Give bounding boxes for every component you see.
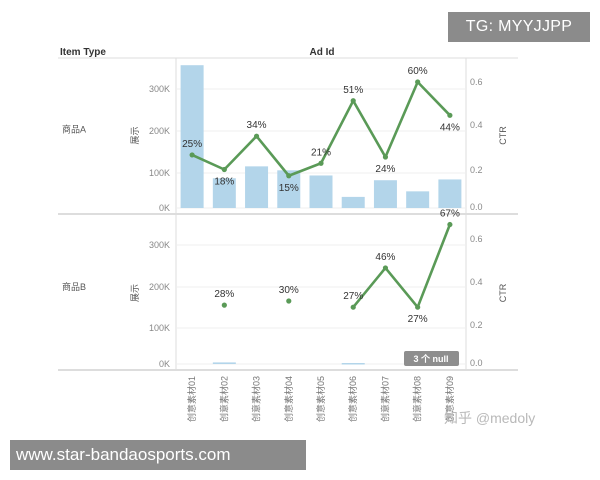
right-tick-label: 0.4 <box>470 120 483 130</box>
right-tick-label: 0.0 <box>470 202 483 212</box>
right-tick-label: 0.2 <box>470 320 483 330</box>
ctr-data-label: 27% <box>343 291 363 302</box>
ctr-data-label: 67% <box>440 209 460 220</box>
ctr-line-segment <box>255 134 291 178</box>
impression-bar <box>341 196 365 208</box>
ctr-line-segment <box>319 99 355 165</box>
ctr-point <box>447 112 453 118</box>
right-axis-title: CTR <box>498 283 508 302</box>
ctr-data-label: 30% <box>279 285 299 296</box>
ctr-line-segment <box>223 134 258 171</box>
zhihu-watermark: 知乎 @medoly <box>444 410 536 426</box>
ctr-line-segment <box>416 80 452 117</box>
right-tick-label: 0.2 <box>470 165 483 175</box>
ctr-data-label: 24% <box>375 164 395 175</box>
right-tick-label: 0.0 <box>470 358 483 368</box>
ctr-line-segment <box>190 153 226 171</box>
left-tick-label: 0K <box>159 359 170 369</box>
ctr-data-label: 25% <box>182 139 202 150</box>
x-category-label: 创意素材07 <box>379 376 390 422</box>
ctr-point <box>350 304 356 310</box>
tg-banner: TG: MYYJJPP <box>448 12 590 42</box>
row-label: 商品B <box>62 281 86 292</box>
ctr-point <box>221 166 227 173</box>
impression-bar <box>341 363 365 365</box>
x-category-label: 创意素材03 <box>251 376 262 422</box>
ctr-line-segment <box>384 266 419 309</box>
ctr-data-label: 51% <box>343 85 363 96</box>
ctr-point <box>253 133 260 139</box>
x-category-label: 创意素材08 <box>412 376 423 422</box>
ctr-line-segment <box>287 161 323 178</box>
ctr-point <box>350 98 356 104</box>
ctr-data-label: 44% <box>440 122 460 133</box>
impression-bar <box>309 175 333 208</box>
ctr-data-label: 60% <box>408 66 428 77</box>
x-category-label: 创意素材06 <box>347 376 358 422</box>
left-tick-label: 100K <box>149 168 170 178</box>
right-axis-title: CTR <box>498 126 508 145</box>
ctr-data-label: 18% <box>214 177 234 188</box>
ctr-data-label: 34% <box>247 120 267 131</box>
right-tick-label: 0.6 <box>470 77 483 87</box>
x-category-label: 创意素材09 <box>444 376 455 422</box>
left-tick-label: 200K <box>149 282 170 292</box>
left-tick-label: 100K <box>149 323 170 333</box>
x-category-label: 创意素材02 <box>218 376 229 422</box>
right-tick-label: 0.4 <box>470 277 483 287</box>
ctr-data-label: 27% <box>408 314 428 325</box>
x-category-label: 创意素材01 <box>186 376 197 422</box>
right-tick-label: 0.6 <box>470 234 483 244</box>
x-category-label: 创意素材05 <box>315 376 326 422</box>
plot-layer: 0K 100K 200K 300K 0.0 0.2 0.4 0.6 商品A 展示 CTR 25% 18%… <box>58 57 518 422</box>
ctr-data-label: 46% <box>375 252 395 263</box>
left-axis-title: 展示 <box>130 126 140 144</box>
ctr-point <box>415 304 421 310</box>
row-label: 商品A <box>62 124 86 135</box>
ctr-point <box>415 79 421 85</box>
null-badge-label: 3 个 null <box>413 353 448 364</box>
item-type-header: Item Type <box>60 47 106 58</box>
ctr-point <box>286 173 292 179</box>
left-tick-label: 200K <box>149 126 170 136</box>
ctr-data-label: 28% <box>214 289 234 300</box>
ad-id-header: Ad Id <box>310 47 335 58</box>
ctr-line-segment <box>416 223 452 309</box>
impression-bar <box>438 179 462 208</box>
ctr-point <box>447 221 453 228</box>
x-category-label: 创意素材04 <box>283 376 294 422</box>
ctr-point <box>189 152 195 158</box>
left-tick-label: 300K <box>149 240 170 250</box>
ctr-line-segment <box>351 99 387 159</box>
left-tick-label: 300K <box>149 84 170 94</box>
ctr-data-label: 21% <box>311 147 331 158</box>
ctr-point <box>318 160 324 166</box>
null-indicator[interactable]: 3 个 null <box>404 351 459 366</box>
impression-bar <box>212 362 236 364</box>
ctr-point <box>382 154 389 160</box>
ctr-line-segment <box>351 266 387 309</box>
ctr-data-label: 15% <box>279 183 299 194</box>
impression-bar <box>180 65 204 208</box>
impression-bar <box>406 191 430 208</box>
ctr-point <box>221 302 227 308</box>
left-axis-title: 展示 <box>130 284 140 302</box>
ctr-line-segment <box>384 80 419 159</box>
impression-bar <box>373 180 397 208</box>
left-tick-label: 0K <box>159 203 170 213</box>
impression-bar <box>212 178 236 208</box>
impression-bar <box>245 166 269 208</box>
url-banner: www.star-bandaosports.com <box>10 440 306 470</box>
ctr-point <box>286 298 292 304</box>
ctr-point <box>382 265 389 271</box>
impression-bar <box>277 170 301 208</box>
